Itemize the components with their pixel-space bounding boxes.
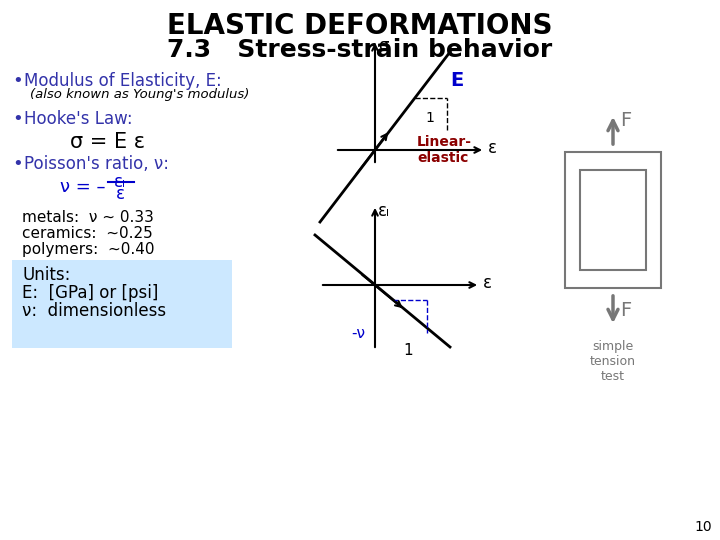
- Text: ν:  dimensionless: ν: dimensionless: [22, 302, 166, 320]
- Text: σ: σ: [378, 37, 389, 55]
- Text: 7.3   Stress-strain behavior: 7.3 Stress-strain behavior: [167, 38, 553, 62]
- Text: 1: 1: [426, 111, 434, 125]
- Text: Hooke's Law:: Hooke's Law:: [24, 110, 132, 128]
- Text: •: •: [12, 110, 23, 128]
- Text: E: E: [450, 71, 463, 90]
- Text: simple
tension
test: simple tension test: [590, 340, 636, 383]
- Text: 1: 1: [403, 343, 413, 358]
- Text: ε: ε: [115, 185, 125, 203]
- Text: Units:: Units:: [22, 266, 71, 284]
- Text: ε: ε: [488, 139, 497, 157]
- Text: 10: 10: [694, 520, 712, 534]
- Text: ELASTIC DEFORMATIONS: ELASTIC DEFORMATIONS: [167, 12, 553, 40]
- Text: Poisson's ratio, ν:: Poisson's ratio, ν:: [24, 155, 169, 173]
- Bar: [12, 260, 232, 348]
- Text: -ν: -ν: [351, 326, 365, 341]
- Text: E:  [GPa] or [psi]: E: [GPa] or [psi]: [22, 284, 158, 302]
- Text: ceramics:  ~0.25: ceramics: ~0.25: [22, 226, 153, 241]
- Text: F: F: [620, 111, 631, 130]
- Text: ε: ε: [483, 274, 492, 292]
- Text: ν = –: ν = –: [60, 178, 106, 196]
- Text: •: •: [12, 72, 23, 90]
- Text: (also known as Young's modulus): (also known as Young's modulus): [30, 88, 249, 101]
- Text: Modulus of Elasticity, E:: Modulus of Elasticity, E:: [24, 72, 222, 90]
- Text: Linear-
elastic: Linear- elastic: [417, 135, 472, 165]
- Bar: [565, 152, 661, 288]
- Bar: [580, 170, 646, 270]
- Text: F: F: [620, 300, 631, 320]
- Text: εₗ: εₗ: [114, 173, 126, 191]
- Text: •: •: [12, 155, 23, 173]
- Text: metals:  ν ~ 0.33: metals: ν ~ 0.33: [22, 210, 154, 225]
- Text: σ = E ε: σ = E ε: [70, 132, 145, 152]
- Text: polymers:  ~0.40: polymers: ~0.40: [22, 242, 155, 257]
- Text: εₗ: εₗ: [378, 202, 390, 220]
